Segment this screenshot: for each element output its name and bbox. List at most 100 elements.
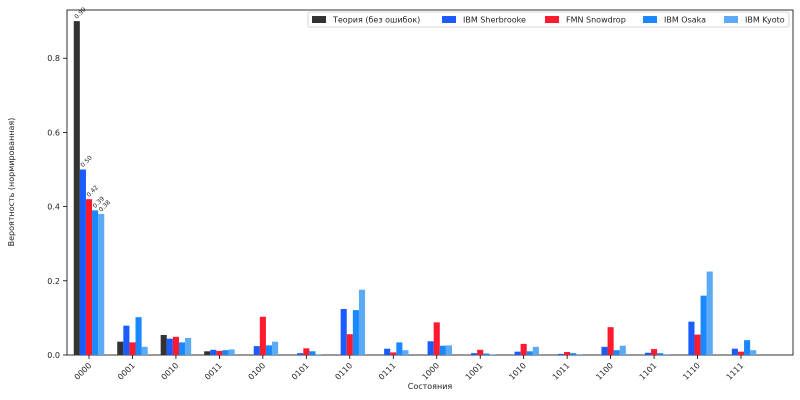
- bar-1100-series-2: [607, 327, 614, 355]
- bar-0101-series-2: [303, 348, 310, 355]
- bar-0001-series-4: [141, 346, 148, 355]
- bar-0001-series-1: [123, 325, 130, 355]
- bar-0000-series-2: [85, 199, 93, 355]
- x-tick-label-1001: 1001: [464, 361, 485, 382]
- legend-swatch-2: [545, 16, 559, 23]
- legend-label-0: Теория (без ошибок): [332, 16, 420, 25]
- x-axis-title: Состояния: [408, 382, 453, 391]
- x-tick-label-1011: 1011: [551, 361, 572, 382]
- y-axis: 0.0 0.2 0.4 0.6 0.8: [47, 54, 67, 360]
- bar-0000-series-3: [92, 210, 99, 355]
- bar-1010-series-3: [526, 351, 533, 355]
- bar-1010-series-4: [532, 346, 539, 355]
- bar-1000-series-3: [439, 345, 446, 355]
- bar-1001-series-2: [477, 349, 484, 355]
- x-tick-label-0001: 0001: [116, 361, 137, 382]
- x-tick-label-0101: 0101: [290, 361, 311, 382]
- legend-swatch-1: [442, 16, 456, 23]
- legend-swatch-0: [312, 16, 326, 23]
- bar-1000-series-4: [445, 345, 452, 355]
- y-tick-label: 0.0: [47, 351, 60, 360]
- bar-1011-series-3: [570, 353, 577, 355]
- bar-0010-series-3: [178, 342, 186, 355]
- bar-0100-series-4: [272, 341, 279, 355]
- bar-0000-series-1: [79, 169, 86, 355]
- x-tick-label-1111: 1111: [725, 361, 746, 382]
- bar-0010-series-2: [172, 336, 179, 355]
- bar-0001-series-0: [117, 341, 124, 355]
- bar-0110-series-2: [346, 334, 353, 355]
- x-tick-label-1110: 1110: [681, 361, 702, 382]
- bar-1001-series-4: [489, 354, 496, 355]
- bar-0101-series-4: [315, 354, 322, 355]
- x-tick-label-1101: 1101: [638, 361, 659, 382]
- bar-1111-series-2: [737, 351, 745, 355]
- bar-1011-series-4: [576, 354, 583, 355]
- bar-0110-series-1: [340, 309, 347, 355]
- bar-0101-series-3: [309, 351, 316, 355]
- bar-1110-series-2: [694, 334, 701, 355]
- bar-1010-series-2: [520, 343, 527, 355]
- bar-1101-series-4: [663, 354, 670, 355]
- bar-0110-series-3: [352, 310, 359, 355]
- legend-swatch-3: [643, 16, 657, 23]
- bar-0011-series-3: [222, 350, 229, 355]
- bar-1101-series-3: [657, 353, 664, 355]
- bar-0111-series-4: [402, 350, 409, 355]
- legend-label-3: IBM Osaka: [664, 16, 706, 25]
- bar-0111-series-2: [390, 352, 397, 355]
- bar-1101-series-2: [651, 349, 658, 355]
- x-tick-label-0110: 0110: [333, 361, 354, 382]
- bar-1001-series-3: [483, 353, 490, 355]
- x-tick-label-0100: 0100: [247, 361, 268, 382]
- x-tick-label-1010: 1010: [507, 361, 528, 382]
- bar-1110-series-3: [700, 295, 707, 355]
- bar-0100-series-3: [265, 345, 273, 355]
- bar-0110-series-4: [358, 289, 366, 355]
- bar-0011-series-4: [228, 349, 235, 355]
- y-tick-label: 0.4: [47, 203, 60, 212]
- bar-0011-series-1: [210, 349, 217, 355]
- bar-1100-series-1: [601, 346, 608, 355]
- y-tick-label: 0.6: [47, 128, 60, 137]
- y-tick-label: 0.8: [47, 54, 60, 63]
- bar-1000-series-1: [427, 341, 434, 355]
- bar-0100-series-2: [259, 316, 266, 355]
- x-tick-label-1000: 1000: [420, 361, 441, 382]
- bar-0010-series-0: [160, 334, 167, 355]
- bar-1011-series-2: [564, 352, 571, 355]
- legend: Теория (без ошибок) IBM Sherbrooke FMN Sno…: [307, 11, 790, 28]
- bar-1100-series-3: [613, 350, 620, 355]
- bar-1101-series-1: [644, 352, 652, 355]
- bar-0111-series-3: [396, 342, 403, 355]
- bar-1111-series-3: [744, 340, 751, 355]
- bar-1010-series-1: [514, 351, 521, 355]
- x-tick-label-0000: 0000: [73, 361, 94, 382]
- plot-area: [66, 9, 794, 356]
- y-axis-title: Вероятность (нормированная): [7, 118, 16, 247]
- bar-0111-series-1: [384, 348, 391, 355]
- bar-0000-series-4: [98, 214, 105, 355]
- legend-swatch-4: [724, 16, 738, 23]
- y-tick-label: 0.2: [47, 277, 60, 286]
- bar-1011-series-1: [557, 353, 565, 355]
- bar-1100-series-4: [619, 345, 626, 355]
- bar-1001-series-1: [471, 353, 478, 355]
- bar-0001-series-3: [135, 317, 142, 355]
- bar-0001-series-2: [129, 342, 136, 355]
- bar-0011-series-2: [216, 350, 223, 355]
- bar-0010-series-4: [185, 337, 192, 355]
- legend-label-2: FMN Snowdrop: [566, 16, 626, 25]
- bar-1110-series-4: [706, 271, 713, 355]
- x-tick-label-0111: 0111: [377, 361, 398, 382]
- legend-label-4: IBM Kyoto: [745, 16, 785, 25]
- bar-1111-series-1: [731, 348, 738, 355]
- bar-0000-series-0: [73, 21, 80, 355]
- bar-0010-series-1: [166, 338, 173, 355]
- bar-0100-series-1: [253, 346, 260, 355]
- x-tick-label-0011: 0011: [203, 361, 224, 382]
- bar-1110-series-1: [688, 321, 695, 355]
- legend-label-1: IBM Sherbrooke: [463, 16, 526, 25]
- bar-0101-series-1: [297, 353, 304, 355]
